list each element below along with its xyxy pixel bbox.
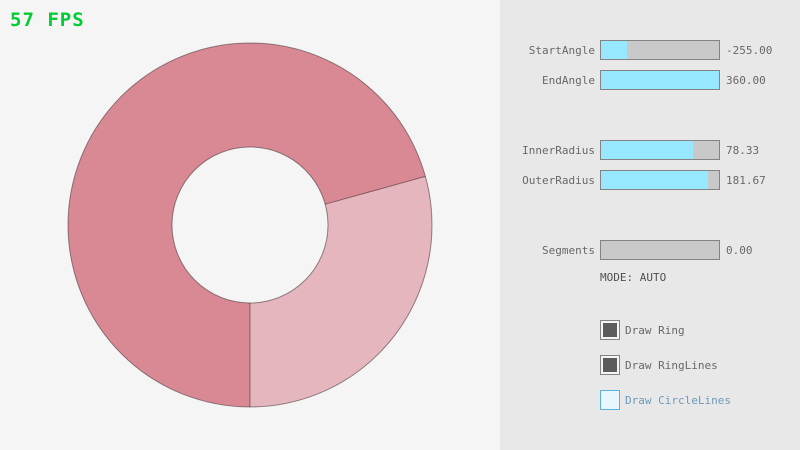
ring-boundary-line-upper [325, 175, 426, 205]
end-angle-slider-fill [601, 71, 719, 89]
end-angle-slider[interactable] [600, 70, 720, 90]
draw-ringlines-checkbox[interactable] [600, 355, 620, 375]
draw-ring-checkbox[interactable] [600, 320, 620, 340]
ring-outer-outline [67, 42, 433, 408]
draw-ring-checkbox-label: Draw Ring [625, 324, 685, 337]
segments-slider-label: Segments [542, 244, 595, 257]
end-angle-slider-label: EndAngle [542, 74, 595, 87]
draw-circlelines-checkbox[interactable] [600, 390, 620, 410]
ring-inner-outline [171, 146, 329, 304]
controls-panel: StartAngle -255.00 EndAngle 360.00 Inner… [500, 0, 800, 450]
fps-counter: 57 FPS [10, 9, 85, 31]
segments-slider-value: 0.00 [726, 244, 753, 257]
end-angle-slider-value: 360.00 [726, 74, 766, 87]
start-angle-slider-fill [601, 41, 627, 59]
mode-text: MODE: AUTO [600, 271, 667, 284]
start-angle-slider[interactable] [600, 40, 720, 60]
outer-radius-slider-value: 181.67 [726, 174, 766, 187]
inner-radius-slider-fill [601, 141, 694, 159]
draw-ring-check-mark [603, 323, 617, 337]
outer-radius-slider-fill [601, 171, 709, 189]
inner-radius-slider-value: 78.33 [726, 144, 760, 157]
start-angle-slider-value: -255.00 [726, 44, 773, 57]
start-angle-slider-label: StartAngle [528, 44, 595, 57]
ring-sector-single [250, 176, 433, 407]
draw-ringlines-check-mark [603, 358, 617, 372]
inner-radius-slider[interactable] [600, 140, 720, 160]
draw-circlelines-check-mark [603, 393, 617, 407]
segments-slider[interactable] [600, 240, 720, 260]
inner-radius-slider-label: InnerRadius [522, 144, 595, 157]
draw-ringlines-checkbox-label: Draw RingLines [625, 359, 718, 372]
draw-circlelines-checkbox-label: Draw CircleLines [625, 394, 731, 407]
ring-canvas [67, 42, 433, 408]
outer-radius-slider[interactable] [600, 170, 720, 190]
outer-radius-slider-label: OuterRadius [522, 174, 595, 187]
